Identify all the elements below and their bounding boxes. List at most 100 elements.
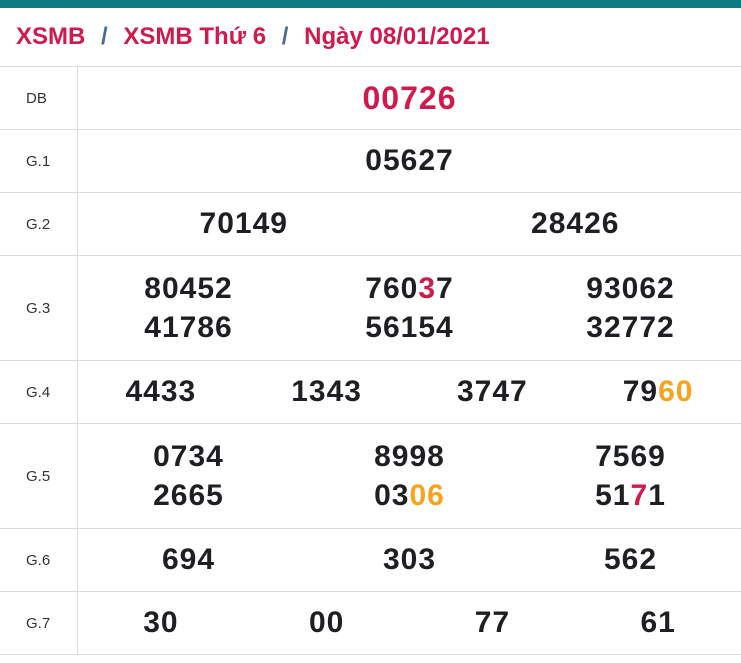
prize-row-g2: G.2 70149 28426 bbox=[0, 193, 741, 256]
prize-value-line: 80452 76037 93062 bbox=[78, 271, 741, 305]
prize-value-line: 2665 0306 5171 bbox=[78, 478, 741, 512]
prize-number: 5171 bbox=[520, 478, 741, 512]
digit-segment: 70149 bbox=[199, 207, 288, 240]
digit-segment: 7569 bbox=[595, 439, 666, 473]
prize-value-line: 05627 bbox=[78, 146, 741, 176]
prize-number: 303 bbox=[299, 545, 520, 575]
digit-segment: 760 bbox=[365, 271, 419, 305]
prize-row-label: G.2 bbox=[0, 193, 78, 255]
breadcrumb: XSMB / XSMB Thứ 6 / Ngày 08/01/2021 bbox=[16, 23, 490, 51]
prize-number: 0306 bbox=[299, 478, 520, 512]
digit-segment: 28426 bbox=[531, 207, 620, 240]
prize-row-values: 05627 bbox=[78, 130, 741, 192]
prize-number: 77 bbox=[410, 608, 576, 638]
prize-number: 4433 bbox=[78, 377, 244, 407]
highlighted-digit-segment: 00726 bbox=[362, 80, 457, 116]
prize-row-label: G.3 bbox=[0, 256, 78, 360]
digit-segment: 56154 bbox=[365, 310, 454, 344]
prize-number: 56154 bbox=[299, 310, 520, 344]
highlighted-digit-segment: 06 bbox=[409, 478, 445, 512]
prize-row-label: G.7 bbox=[0, 592, 78, 654]
prize-number: 0734 bbox=[78, 439, 299, 473]
highlighted-digit-segment: 7 bbox=[630, 478, 649, 512]
prize-value-line: 41786 56154 32772 bbox=[78, 310, 741, 344]
digit-segment: 1343 bbox=[291, 375, 362, 408]
prize-number: 8998 bbox=[299, 439, 520, 473]
prize-value-line: 00726 bbox=[78, 82, 741, 114]
digit-segment: 80452 bbox=[144, 271, 233, 305]
breadcrumb-separator: / bbox=[101, 23, 108, 50]
breadcrumb-link-xsmb[interactable]: XSMB bbox=[16, 23, 86, 50]
prize-row-values: 00726 bbox=[78, 67, 741, 129]
prize-number: 562 bbox=[520, 545, 741, 575]
prize-row-g7: G.7 30 00 77 61 bbox=[0, 592, 741, 655]
digit-segment: 51 bbox=[595, 478, 631, 512]
prize-number: 3747 bbox=[410, 377, 576, 407]
prize-value-line: 4433 1343 3747 7960 bbox=[78, 377, 741, 407]
prize-value-line: 0734 8998 7569 bbox=[78, 439, 741, 473]
breadcrumb-current-date: Ngày 08/01/2021 bbox=[304, 23, 490, 50]
highlighted-digit-segment: 60 bbox=[658, 375, 694, 408]
digit-segment: 1 bbox=[648, 478, 666, 512]
prize-row-values: 694 303 562 bbox=[78, 529, 741, 591]
breadcrumb-link-xsmb-thu-6[interactable]: XSMB Thứ 6 bbox=[123, 23, 267, 50]
prize-number: 05627 bbox=[78, 146, 741, 176]
digit-segment: 32772 bbox=[586, 310, 675, 344]
prize-row-values: 30 00 77 61 bbox=[78, 592, 741, 654]
prize-row-values: 80452 76037 93062 41786 56154 32772 bbox=[78, 256, 741, 360]
digit-segment: 8998 bbox=[374, 439, 445, 473]
prize-row-g4: G.4 4433 1343 3747 7960 bbox=[0, 361, 741, 424]
digit-segment: 05627 bbox=[365, 144, 454, 177]
page-header: XSMB / XSMB Thứ 6 / Ngày 08/01/2021 bbox=[0, 8, 741, 66]
digit-segment: 03 bbox=[374, 478, 410, 512]
prize-row-g6: G.6 694 303 562 bbox=[0, 529, 741, 592]
prize-value-line: 70149 28426 bbox=[78, 209, 741, 239]
prize-number: 694 bbox=[78, 545, 299, 575]
prize-number: 00726 bbox=[78, 82, 741, 114]
prize-row-label: G.6 bbox=[0, 529, 78, 591]
prize-row-values: 70149 28426 bbox=[78, 193, 741, 255]
prize-number: 32772 bbox=[520, 310, 741, 344]
digit-segment: 00 bbox=[308, 606, 345, 639]
prize-row-label: G.1 bbox=[0, 130, 78, 192]
prize-row-values: 4433 1343 3747 7960 bbox=[78, 361, 741, 423]
digit-segment: 7 bbox=[436, 271, 454, 305]
prize-number: 93062 bbox=[520, 271, 741, 305]
prize-number: 00 bbox=[244, 608, 410, 638]
digit-segment: 93062 bbox=[586, 271, 675, 305]
top-accent-bar bbox=[0, 0, 741, 8]
prize-number: 76037 bbox=[299, 271, 520, 305]
prize-row-g1: G.1 05627 bbox=[0, 130, 741, 193]
digit-segment: 562 bbox=[603, 543, 658, 576]
prize-number: 7569 bbox=[520, 439, 741, 473]
digit-segment: 3747 bbox=[457, 375, 528, 408]
prize-value-line: 694 303 562 bbox=[78, 545, 741, 575]
digit-segment: 79 bbox=[622, 375, 659, 408]
prize-number: 80452 bbox=[78, 271, 299, 305]
prize-row-label: G.4 bbox=[0, 361, 78, 423]
prize-value-line: 30 00 77 61 bbox=[78, 608, 741, 638]
prize-number: 61 bbox=[575, 608, 741, 638]
prize-row-label: DB bbox=[0, 67, 78, 129]
prize-number: 70149 bbox=[78, 209, 410, 239]
highlighted-digit-segment: 3 bbox=[418, 271, 437, 305]
digit-segment: 303 bbox=[382, 543, 437, 576]
lottery-results-table: DB 00726 G.1 05627 G.2 70149 28426 G.3 80452 7603… bbox=[0, 66, 741, 655]
digit-segment: 2665 bbox=[153, 478, 224, 512]
digit-segment: 30 bbox=[143, 606, 179, 639]
digit-segment: 4433 bbox=[125, 375, 197, 408]
prize-number: 28426 bbox=[410, 209, 741, 239]
prize-number: 41786 bbox=[78, 310, 299, 344]
prize-row-g5: G.5 0734 8998 7569 2665 0306 5171 bbox=[0, 424, 741, 529]
prize-row-label: G.5 bbox=[0, 424, 78, 528]
prize-row-values: 0734 8998 7569 2665 0306 5171 bbox=[78, 424, 741, 528]
breadcrumb-separator: / bbox=[281, 23, 289, 50]
prize-number: 2665 bbox=[78, 478, 299, 512]
prize-row-db: DB 00726 bbox=[0, 67, 741, 130]
prize-number: 7960 bbox=[575, 377, 741, 407]
digit-segment: 77 bbox=[474, 606, 511, 639]
digit-segment: 694 bbox=[161, 543, 216, 576]
prize-number: 1343 bbox=[244, 377, 410, 407]
digit-segment: 0734 bbox=[153, 439, 224, 473]
digit-segment: 41786 bbox=[144, 310, 233, 344]
